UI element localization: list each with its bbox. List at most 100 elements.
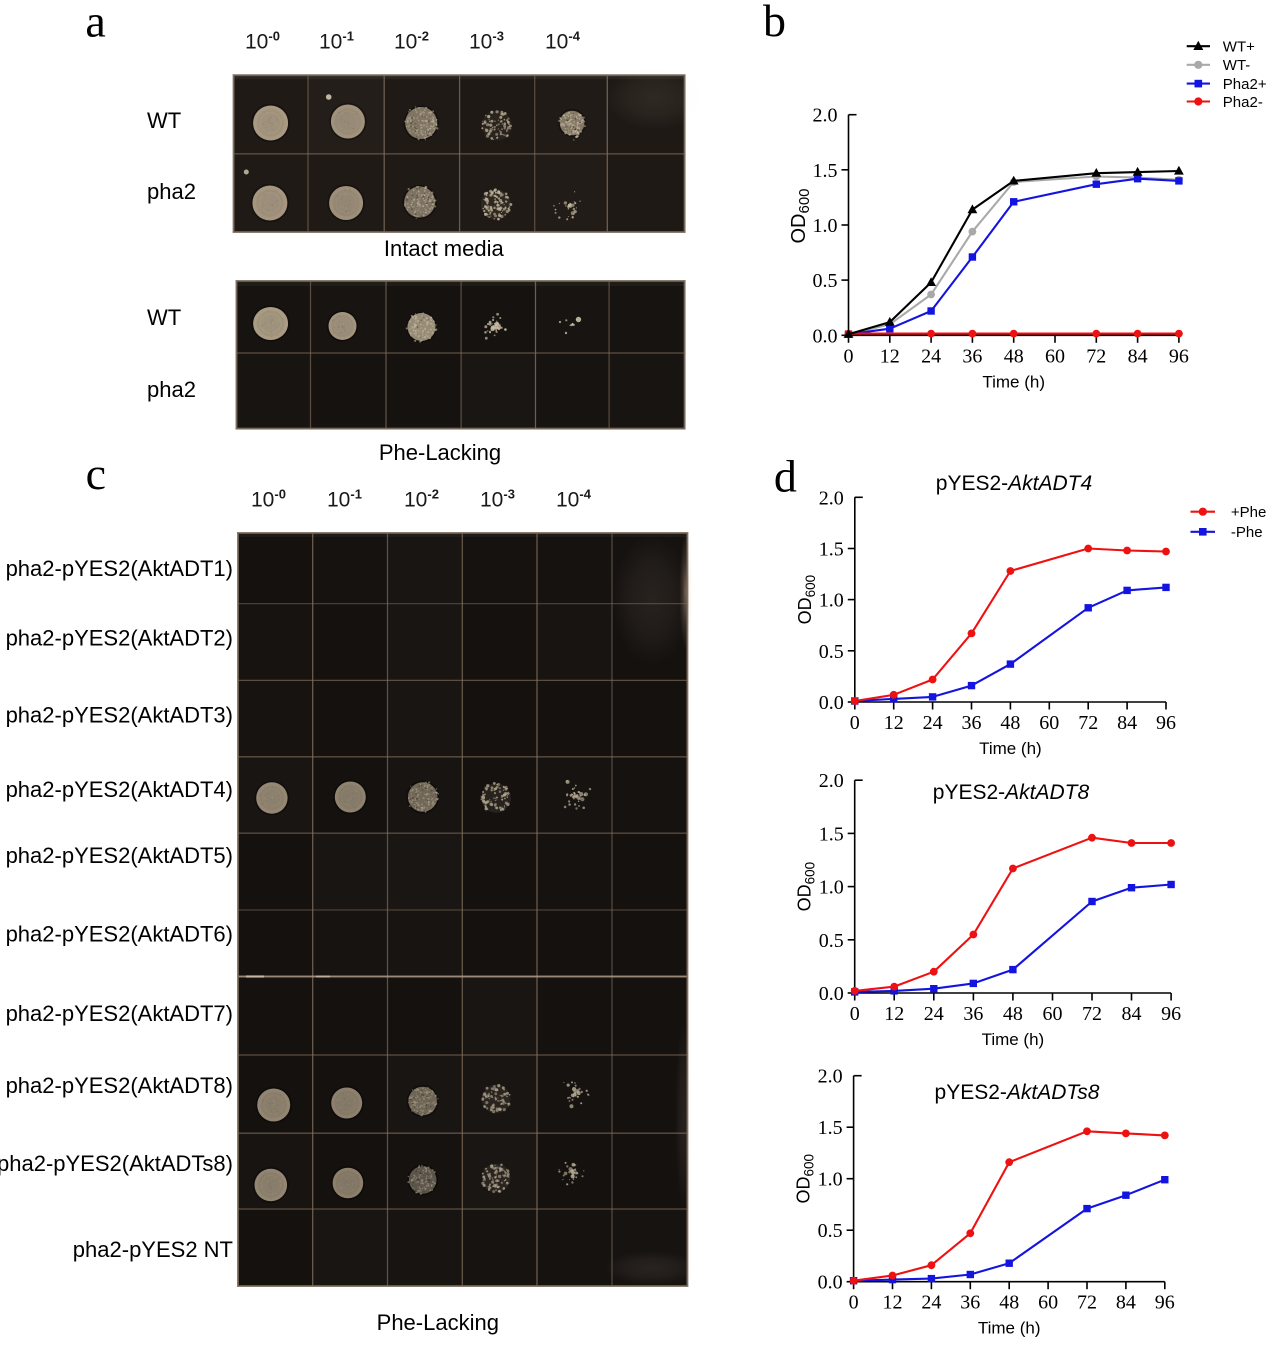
svg-text:96: 96	[1161, 1003, 1181, 1025]
svg-text:b: b	[763, 0, 786, 46]
svg-text:Phe-Lacking: Phe-Lacking	[377, 1310, 499, 1335]
svg-text:pha2-pYES2(AktADT5): pha2-pYES2(AktADT5)	[6, 843, 233, 868]
svg-text:WT-: WT-	[1223, 57, 1251, 74]
svg-text:10-1: 10-1	[319, 29, 354, 54]
svg-text:0.0: 0.0	[819, 692, 844, 714]
svg-text:0.5: 0.5	[813, 270, 838, 292]
svg-text:84: 84	[1117, 712, 1137, 734]
svg-text:10-1: 10-1	[327, 486, 362, 511]
svg-text:96: 96	[1156, 712, 1176, 734]
svg-text:10-4: 10-4	[556, 486, 592, 511]
svg-text:0.5: 0.5	[818, 1220, 843, 1242]
svg-text:84: 84	[1122, 1003, 1142, 1025]
svg-text:WT+: WT+	[1223, 39, 1255, 56]
svg-text:Phe-Lacking: Phe-Lacking	[379, 440, 501, 465]
svg-text:24: 24	[921, 345, 941, 367]
svg-text:pha2-pYES2(AktADT3): pha2-pYES2(AktADT3)	[6, 703, 233, 728]
svg-text:48: 48	[1003, 1003, 1023, 1025]
svg-text:pha2: pha2	[147, 179, 196, 204]
svg-text:Intact media: Intact media	[384, 236, 505, 261]
svg-text:10-0: 10-0	[251, 486, 286, 511]
svg-text:0.5: 0.5	[819, 641, 844, 663]
svg-text:1.0: 1.0	[819, 877, 844, 899]
svg-text:72: 72	[1082, 1003, 1102, 1025]
svg-text:1.0: 1.0	[819, 590, 844, 612]
svg-text:pha2: pha2	[147, 377, 196, 402]
svg-text:2.0: 2.0	[818, 1066, 843, 1088]
svg-text:36: 36	[963, 1003, 983, 1025]
svg-text:OD600: OD600	[795, 862, 818, 912]
svg-text:84: 84	[1128, 345, 1148, 367]
svg-text:0.0: 0.0	[813, 325, 838, 347]
svg-text:60: 60	[1045, 345, 1065, 367]
svg-text:60: 60	[1038, 1292, 1058, 1314]
svg-text:Pha2-: Pha2-	[1223, 94, 1263, 111]
svg-text:0.5: 0.5	[819, 930, 844, 952]
svg-text:12: 12	[880, 345, 900, 367]
svg-text:Time (h): Time (h)	[982, 372, 1045, 391]
svg-text:84: 84	[1116, 1292, 1136, 1314]
svg-text:72: 72	[1078, 712, 1098, 734]
svg-text:WT: WT	[147, 108, 181, 133]
svg-text:0: 0	[850, 1003, 860, 1025]
svg-text:a: a	[85, 0, 105, 46]
svg-text:pha2-pYES2(AktADT4): pha2-pYES2(AktADT4)	[6, 777, 233, 802]
svg-text:+Phe: +Phe	[1231, 504, 1266, 521]
svg-text:0.0: 0.0	[819, 983, 844, 1005]
svg-text:10-4: 10-4	[545, 29, 581, 54]
svg-text:2.0: 2.0	[819, 770, 844, 792]
svg-text:WT: WT	[147, 305, 181, 330]
svg-text:pha2-pYES2(AktADTs8): pha2-pYES2(AktADTs8)	[0, 1151, 233, 1176]
svg-text:10-3: 10-3	[480, 486, 515, 511]
svg-text:2.0: 2.0	[819, 487, 844, 509]
svg-text:pYES2-AktADT4: pYES2-AktADT4	[936, 472, 1092, 495]
svg-text:pha2-pYES2(AktADT6): pha2-pYES2(AktADT6)	[6, 921, 233, 946]
svg-text:pYES2-AktADTs8: pYES2-AktADTs8	[935, 1081, 1100, 1104]
svg-text:96: 96	[1169, 345, 1189, 367]
svg-text:pha2-pYES2(AktADT1): pha2-pYES2(AktADT1)	[6, 556, 233, 581]
svg-text:12: 12	[884, 712, 904, 734]
svg-text:1.5: 1.5	[819, 539, 844, 561]
svg-text:OD600: OD600	[794, 1154, 817, 1204]
svg-text:12: 12	[884, 1003, 904, 1025]
svg-text:48: 48	[999, 1292, 1019, 1314]
svg-text:d: d	[774, 451, 797, 502]
svg-text:1.5: 1.5	[819, 823, 844, 845]
svg-text:0: 0	[844, 345, 854, 367]
svg-text:0.0: 0.0	[818, 1272, 843, 1294]
svg-text:pha2-pYES2(AktADT2): pha2-pYES2(AktADT2)	[6, 626, 233, 651]
svg-text:pYES2-AktADT8: pYES2-AktADT8	[933, 781, 1090, 804]
svg-text:Time (h): Time (h)	[978, 1319, 1041, 1338]
svg-text:OD600: OD600	[795, 575, 818, 625]
svg-text:96: 96	[1155, 1292, 1175, 1314]
svg-text:24: 24	[921, 1292, 941, 1314]
svg-text:60: 60	[1043, 1003, 1063, 1025]
svg-text:36: 36	[962, 345, 982, 367]
svg-text:0: 0	[849, 1292, 859, 1314]
svg-text:2.0: 2.0	[813, 105, 838, 127]
svg-text:pha2-pYES2(AktADT7): pha2-pYES2(AktADT7)	[6, 1001, 233, 1026]
svg-text:24: 24	[923, 712, 943, 734]
svg-text:10-2: 10-2	[394, 29, 429, 54]
svg-text:1.5: 1.5	[818, 1117, 843, 1139]
svg-text:0: 0	[850, 712, 860, 734]
svg-text:1.0: 1.0	[813, 215, 838, 237]
svg-text:36: 36	[962, 712, 982, 734]
svg-text:10-3: 10-3	[469, 29, 504, 54]
svg-text:c: c	[86, 448, 106, 499]
svg-text:10-0: 10-0	[245, 29, 280, 54]
svg-text:Time (h): Time (h)	[982, 1030, 1045, 1049]
svg-text:OD600: OD600	[788, 188, 813, 243]
svg-text:36: 36	[960, 1292, 980, 1314]
svg-text:48: 48	[1004, 345, 1024, 367]
svg-text:Time (h): Time (h)	[979, 739, 1042, 758]
svg-text:24: 24	[924, 1003, 944, 1025]
svg-text:pha2-pYES2(AktADT8): pha2-pYES2(AktADT8)	[6, 1073, 233, 1098]
svg-text:-Phe: -Phe	[1231, 524, 1263, 541]
svg-text:12: 12	[883, 1292, 903, 1314]
svg-text:1.0: 1.0	[818, 1169, 843, 1191]
svg-text:10-2: 10-2	[404, 486, 439, 511]
svg-text:pha2-pYES2 NT: pha2-pYES2 NT	[73, 1237, 233, 1262]
svg-text:72: 72	[1077, 1292, 1097, 1314]
svg-text:60: 60	[1039, 712, 1059, 734]
